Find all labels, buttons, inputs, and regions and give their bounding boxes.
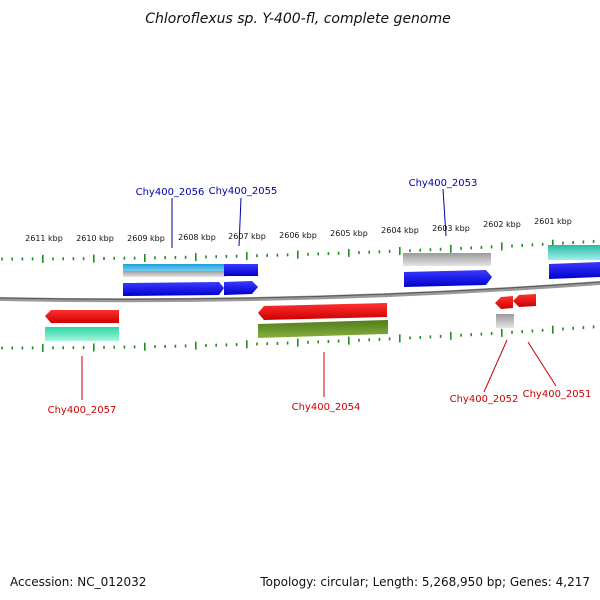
ruler-label-2609: 2609 kbp [127,234,165,243]
callout-line [238,197,242,247]
reverse-gene-labels: Chy400_2057 Chy400_2054 Chy400_2052 Chy4… [48,339,592,416]
gene-label-chy400-2051[interactable]: Chy400_2051 [523,389,592,400]
ruler-label-2611: 2611 kbp [25,234,63,243]
genome-summary-text: Topology: circular; Length: 5,268,950 bp… [259,575,590,589]
ruler-label-2610: 2610 kbp [76,234,114,243]
gene-arrow[interactable] [404,270,492,287]
gene-feature[interactable] [496,314,514,328]
gene-feature[interactable] [403,253,491,266]
ruler-label-2601: 2601 kbp [534,217,572,226]
genome-backbone [0,281,600,303]
ruler-label-2604: 2604 kbp [381,226,419,235]
reverse-strand-features [45,294,536,341]
gene-label-chy400-2053[interactable]: Chy400_2053 [409,178,478,189]
forward-gene-labels: Chy400_2056 Chy400_2055 Chy400_2053 [136,178,478,248]
gene-arrow[interactable] [45,310,119,323]
gene-label-chy400-2057[interactable]: Chy400_2057 [48,405,117,416]
gene-feature[interactable] [45,327,119,341]
forward-tick-row [1,239,595,263]
forward-strand-features [123,245,600,296]
gene-label-chy400-2055[interactable]: Chy400_2055 [209,186,278,197]
gene-arrow[interactable] [224,281,258,295]
gene-label-chy400-2056[interactable]: Chy400_2056 [136,187,205,198]
callout-line [483,339,508,393]
gene-feature[interactable] [548,245,600,260]
ruler-label-2602: 2602 kbp [483,220,521,229]
ruler-label-2605: 2605 kbp [330,229,368,238]
gene-feature[interactable] [258,320,388,338]
gene-label-chy400-2052[interactable]: Chy400_2052 [450,394,519,405]
gene-label-chy400-2054[interactable]: Chy400_2054 [292,402,361,413]
ruler-label-2603: 2603 kbp [432,224,470,233]
reverse-tick-row [1,325,595,352]
gene-arrow[interactable] [123,282,224,296]
accession-text: Accession: NC_012032 [10,575,146,589]
callout-line [527,341,557,387]
ruler-label-2608: 2608 kbp [178,233,216,242]
gene-arrow[interactable] [495,296,513,309]
ruler-label-2606: 2606 kbp [279,231,317,240]
genome-backbone-highlight [0,281,600,300]
gene-feature[interactable] [123,271,226,277]
callout-line [442,188,447,237]
gene-feature[interactable] [123,264,226,273]
map-title: Chloroflexus sp. Y-400-fl, complete geno… [145,11,451,27]
gene-arrow[interactable] [258,303,387,320]
ruler-label-2607: 2607 kbp [228,232,266,241]
gene-feature[interactable] [224,264,258,276]
ruler-labels: 2611 kbp 2610 kbp 2609 kbp 2608 kbp 2607… [25,217,572,243]
gene-arrow[interactable] [513,294,536,307]
gene-arrow[interactable] [549,262,600,279]
